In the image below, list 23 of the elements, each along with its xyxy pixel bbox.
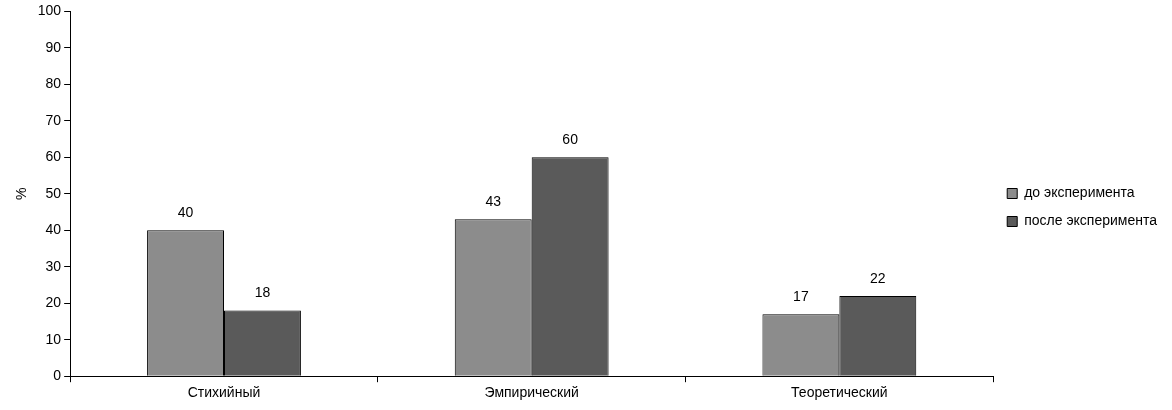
y-axis-title: % xyxy=(13,187,30,201)
x-tick-label: Теоретический xyxy=(791,384,888,401)
y-tick-label: 20 xyxy=(45,294,62,311)
y-tick-label: 90 xyxy=(45,38,62,55)
y-tick-label: 100 xyxy=(37,2,62,19)
x-tick-label: Эмпирический xyxy=(484,384,579,401)
y-tick-label: 60 xyxy=(45,148,62,165)
data-label: 22 xyxy=(870,269,886,286)
data-label: 43 xyxy=(485,193,502,210)
y-tick-label: 40 xyxy=(45,221,62,238)
y-tick-label: 80 xyxy=(45,75,62,92)
y-tick-label: 10 xyxy=(45,330,62,347)
y-tick-label: 70 xyxy=(45,111,62,128)
y-tick-label: 50 xyxy=(45,184,62,201)
data-label: 17 xyxy=(793,288,809,305)
x-tick-label: Стихийный xyxy=(187,384,261,401)
data-label: 60 xyxy=(562,131,579,148)
y-tick-label: 0 xyxy=(53,367,62,384)
data-label: 40 xyxy=(177,204,194,221)
legend-label: после эксперимента xyxy=(1024,212,1158,229)
legend-label: до эксперимента xyxy=(1024,184,1135,201)
data-label: 18 xyxy=(254,284,271,301)
y-tick-label: 30 xyxy=(45,257,62,274)
